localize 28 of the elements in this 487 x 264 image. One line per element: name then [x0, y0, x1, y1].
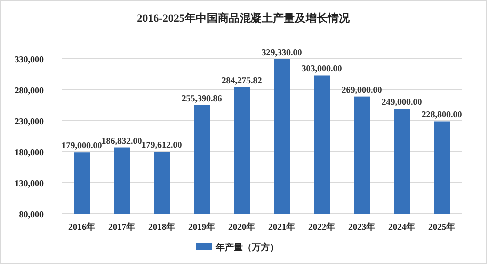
data-label: 329,330.00: [262, 47, 303, 58]
y-tick-label: 180,000: [14, 148, 44, 158]
x-tick-label: 2020年: [228, 222, 256, 232]
y-tick-label: 330,000: [14, 54, 44, 64]
data-label: 303,000.00: [302, 64, 343, 74]
x-tick-label: 2022年: [308, 222, 336, 232]
data-label: 255,390.86: [182, 93, 223, 104]
x-tick-label: 2018年: [148, 222, 176, 232]
data-label: 284,275.82: [222, 75, 263, 86]
x-tick-label: 2016年: [68, 222, 96, 232]
data-label: 179,000.00: [62, 140, 103, 151]
x-tick-label: 2021年: [268, 222, 296, 232]
y-tick-label: 230,000: [14, 116, 44, 126]
y-tick-label: 280,000: [14, 86, 44, 96]
x-tick-label: 2017年: [108, 222, 136, 232]
chart-title: 2016-2025年中国商品混凝土产量及增长情况: [137, 12, 351, 25]
y-tick-label: 80,000: [19, 210, 44, 220]
data-label: 179,612.00: [142, 140, 183, 150]
data-label: 269,000.00: [342, 84, 383, 95]
x-tick-label: 2023年: [348, 222, 376, 232]
data-label: 186,832.00: [102, 136, 143, 146]
x-tick-label: 2025年: [428, 222, 456, 232]
y-tick-label: 130,000: [14, 178, 44, 188]
x-tick-label: 2024年: [388, 222, 416, 232]
x-tick-label: 2019年: [188, 222, 216, 232]
data-label: 249,000.00: [382, 97, 423, 108]
data-label: 228,800.00: [422, 110, 463, 120]
legend-label: 年产量（万方）: [215, 242, 279, 252]
